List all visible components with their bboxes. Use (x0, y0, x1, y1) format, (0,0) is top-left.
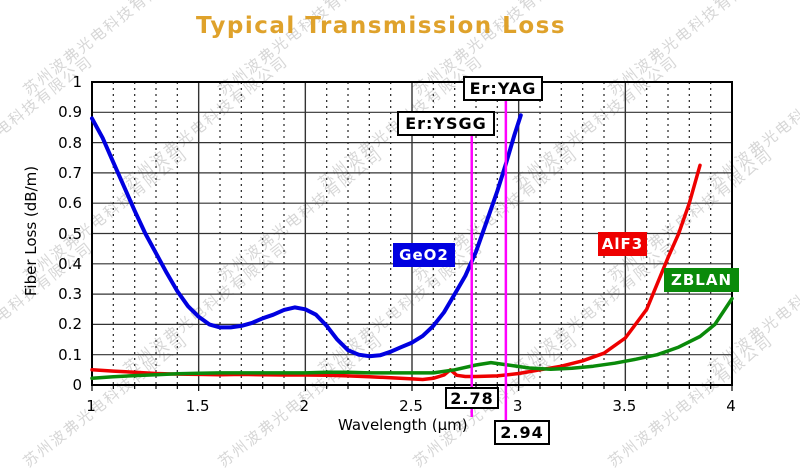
x-tick-label: 2 (299, 397, 310, 415)
annotation-value-2-78: 2.78 (445, 387, 499, 409)
annotation-label-er-yag: Er:YAG (463, 76, 543, 101)
annotation-label-er-ysgg: Er:YSGG (397, 111, 495, 136)
curve-geo2 (90, 113, 523, 359)
plot-frame (91, 81, 733, 386)
y-tick-label: 0.7 (58, 163, 82, 182)
curve-zblan (90, 296, 734, 381)
y-tick-label: 0 (72, 376, 82, 394)
x-tick-label: 1.5 (185, 397, 210, 415)
y-tick-label: 0.9 (58, 103, 82, 122)
annotation-value-2-94: 2.94 (494, 420, 550, 445)
x-tick-label: 1 (86, 397, 96, 415)
chart-title: Typical Transmission Loss (195, 13, 567, 39)
y-tick-label: 1 (72, 73, 82, 91)
x-tick-label: 3 (512, 397, 523, 415)
y-tick-label: 0.1 (58, 345, 82, 364)
x-axis-title: Wavelength (μm) (338, 416, 468, 434)
x-tick-label: 2.5 (399, 397, 423, 415)
y-tick-label: 0.6 (58, 194, 82, 213)
series-label-zblan: ZBLAN (664, 268, 739, 292)
y-tick-label: 0.8 (58, 133, 82, 152)
series-label-geo2: GeO2 (393, 243, 455, 267)
x-tick-label: 3.5 (612, 397, 637, 415)
y-tick-label: 0.5 (58, 224, 82, 243)
y-tick-label: 0.2 (58, 315, 82, 334)
x-tick-label: 4 (726, 397, 736, 415)
y-tick-label: 0.3 (58, 285, 82, 304)
y-tick-label: 0.4 (58, 254, 82, 273)
series-label-alf3: AlF3 (598, 232, 647, 256)
